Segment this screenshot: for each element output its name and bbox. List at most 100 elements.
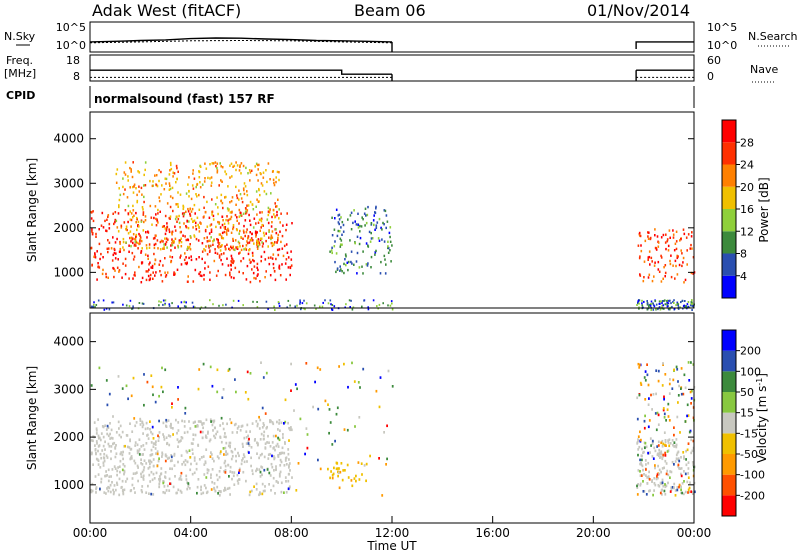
velocity-cell bbox=[636, 442, 639, 445]
power-cell bbox=[133, 255, 136, 258]
velocity-cell bbox=[386, 457, 388, 461]
power-cell bbox=[366, 264, 369, 267]
velocity-cell bbox=[287, 452, 290, 456]
power-cell bbox=[122, 303, 124, 306]
power-cell bbox=[212, 214, 215, 218]
velocity-cell bbox=[191, 472, 194, 476]
velocity-cell bbox=[228, 367, 231, 371]
velocity-cell bbox=[688, 490, 691, 494]
power-cell bbox=[117, 212, 120, 215]
power-cell bbox=[210, 236, 212, 239]
velocity-cell bbox=[152, 393, 154, 397]
power-cell bbox=[236, 219, 238, 222]
power-cell bbox=[201, 257, 203, 261]
power-cell bbox=[230, 215, 233, 219]
velocity-cell bbox=[142, 474, 145, 478]
power-cell bbox=[127, 204, 130, 208]
power-cell bbox=[203, 237, 206, 240]
power-cell bbox=[147, 230, 149, 233]
power-cell bbox=[244, 210, 247, 213]
power-cell bbox=[230, 264, 232, 267]
power-cell bbox=[229, 201, 231, 204]
velocity-cell bbox=[657, 413, 660, 417]
velocity-cell bbox=[196, 485, 199, 489]
power-cell bbox=[270, 241, 273, 245]
velocity-cell bbox=[637, 469, 640, 472]
velocity-cell bbox=[96, 442, 98, 445]
power-cell bbox=[226, 228, 228, 232]
velocity-cell bbox=[288, 439, 290, 442]
velocity-cell bbox=[108, 445, 111, 448]
colorbar-swatch bbox=[722, 120, 736, 143]
velocity-cell bbox=[213, 486, 215, 490]
power-cell bbox=[356, 251, 359, 255]
power-cell bbox=[370, 222, 373, 225]
power-cell bbox=[267, 307, 269, 310]
velocity-cell bbox=[143, 459, 146, 462]
velocity-cell bbox=[274, 492, 276, 495]
velocity-cell bbox=[161, 451, 164, 455]
velocity-cell bbox=[264, 442, 267, 445]
power-cell bbox=[235, 185, 237, 189]
colorbar-swatch bbox=[722, 433, 736, 454]
power-cell bbox=[220, 235, 223, 238]
power-cell bbox=[214, 251, 217, 254]
velocity-cell bbox=[124, 444, 126, 448]
power-cell bbox=[262, 171, 265, 174]
power-cell bbox=[683, 281, 685, 284]
velocity-cell bbox=[673, 486, 675, 489]
power-cell bbox=[261, 245, 264, 248]
velocity-cell bbox=[658, 452, 661, 456]
velocity-cell bbox=[105, 379, 108, 382]
power-cell bbox=[224, 170, 226, 173]
power-cell bbox=[357, 223, 360, 226]
power-cell bbox=[253, 265, 256, 268]
power-cell bbox=[329, 250, 331, 253]
velocity-cell bbox=[179, 489, 182, 493]
velocity-cell bbox=[230, 457, 233, 461]
noise-series bbox=[89, 37, 694, 52]
velocity-cell bbox=[169, 467, 171, 470]
velocity-cell bbox=[229, 441, 232, 445]
velocity-cell bbox=[243, 455, 246, 459]
power-cell bbox=[675, 304, 677, 307]
power-cell bbox=[232, 226, 235, 229]
velocity-cell bbox=[264, 446, 267, 449]
velocity-cell bbox=[637, 453, 639, 457]
power-cell bbox=[672, 233, 675, 236]
power-cell bbox=[144, 168, 146, 172]
velocity-cell bbox=[138, 453, 141, 456]
velocity-cell bbox=[133, 459, 136, 463]
velocity-cell bbox=[118, 427, 120, 430]
velocity-cell bbox=[639, 484, 642, 487]
colorbar-tick-label: 8 bbox=[740, 248, 747, 261]
power-cell bbox=[148, 268, 150, 271]
power-cell bbox=[185, 256, 187, 259]
velocity-cell bbox=[661, 384, 664, 387]
power-cell bbox=[199, 186, 202, 189]
power-cell bbox=[230, 162, 233, 165]
velocity-cell bbox=[152, 458, 155, 461]
power-cell bbox=[237, 240, 240, 244]
power-cell bbox=[124, 161, 127, 164]
velocity-cell bbox=[177, 440, 180, 444]
power-cell bbox=[265, 232, 267, 235]
power-cell bbox=[122, 192, 125, 196]
power-cell bbox=[331, 216, 333, 219]
velocity-cell bbox=[290, 428, 293, 432]
velocity-cell bbox=[240, 462, 243, 466]
power-cell bbox=[186, 261, 188, 264]
velocity-cell bbox=[271, 465, 274, 469]
power-cell bbox=[367, 262, 369, 265]
velocity-cell bbox=[205, 436, 208, 439]
velocity-cell bbox=[233, 483, 236, 486]
power-cell bbox=[168, 303, 171, 306]
power-cell bbox=[244, 247, 247, 250]
velocity-cell bbox=[139, 417, 142, 421]
power-cell bbox=[259, 280, 261, 283]
power-cell bbox=[130, 236, 132, 240]
power-cell bbox=[135, 211, 137, 215]
power-cell bbox=[685, 236, 688, 239]
velocity-cell bbox=[111, 437, 114, 440]
power-cell bbox=[335, 208, 338, 211]
